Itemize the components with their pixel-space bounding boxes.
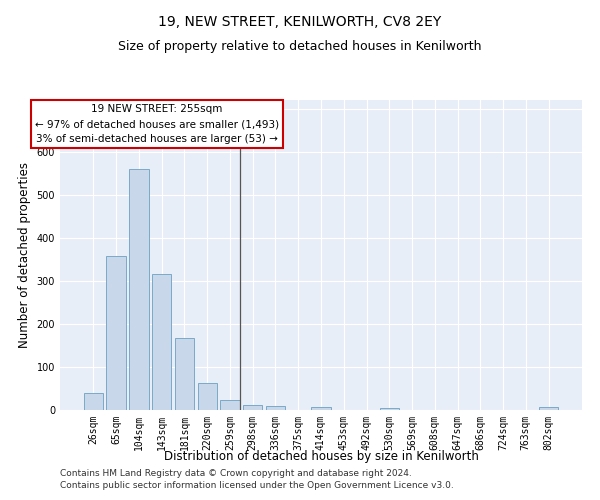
Y-axis label: Number of detached properties: Number of detached properties bbox=[18, 162, 31, 348]
Text: Contains HM Land Registry data © Crown copyright and database right 2024.: Contains HM Land Registry data © Crown c… bbox=[60, 468, 412, 477]
Bar bbox=[243, 406, 262, 410]
Bar bbox=[539, 408, 558, 410]
Text: Contains public sector information licensed under the Open Government Licence v3: Contains public sector information licen… bbox=[60, 481, 454, 490]
Text: 19, NEW STREET, KENILWORTH, CV8 2EY: 19, NEW STREET, KENILWORTH, CV8 2EY bbox=[158, 15, 442, 29]
Text: Distribution of detached houses by size in Kenilworth: Distribution of detached houses by size … bbox=[164, 450, 478, 463]
Bar bbox=[84, 393, 103, 410]
Text: 19 NEW STREET: 255sqm
← 97% of detached houses are smaller (1,493)
3% of semi-de: 19 NEW STREET: 255sqm ← 97% of detached … bbox=[35, 104, 279, 144]
Bar bbox=[197, 384, 217, 410]
Bar bbox=[129, 169, 149, 410]
Bar bbox=[106, 256, 126, 410]
Text: Size of property relative to detached houses in Kenilworth: Size of property relative to detached ho… bbox=[118, 40, 482, 53]
Bar bbox=[266, 406, 285, 410]
Bar bbox=[311, 407, 331, 410]
Bar bbox=[220, 400, 239, 410]
Bar bbox=[175, 338, 194, 410]
Bar bbox=[152, 274, 172, 410]
Bar bbox=[380, 408, 399, 410]
